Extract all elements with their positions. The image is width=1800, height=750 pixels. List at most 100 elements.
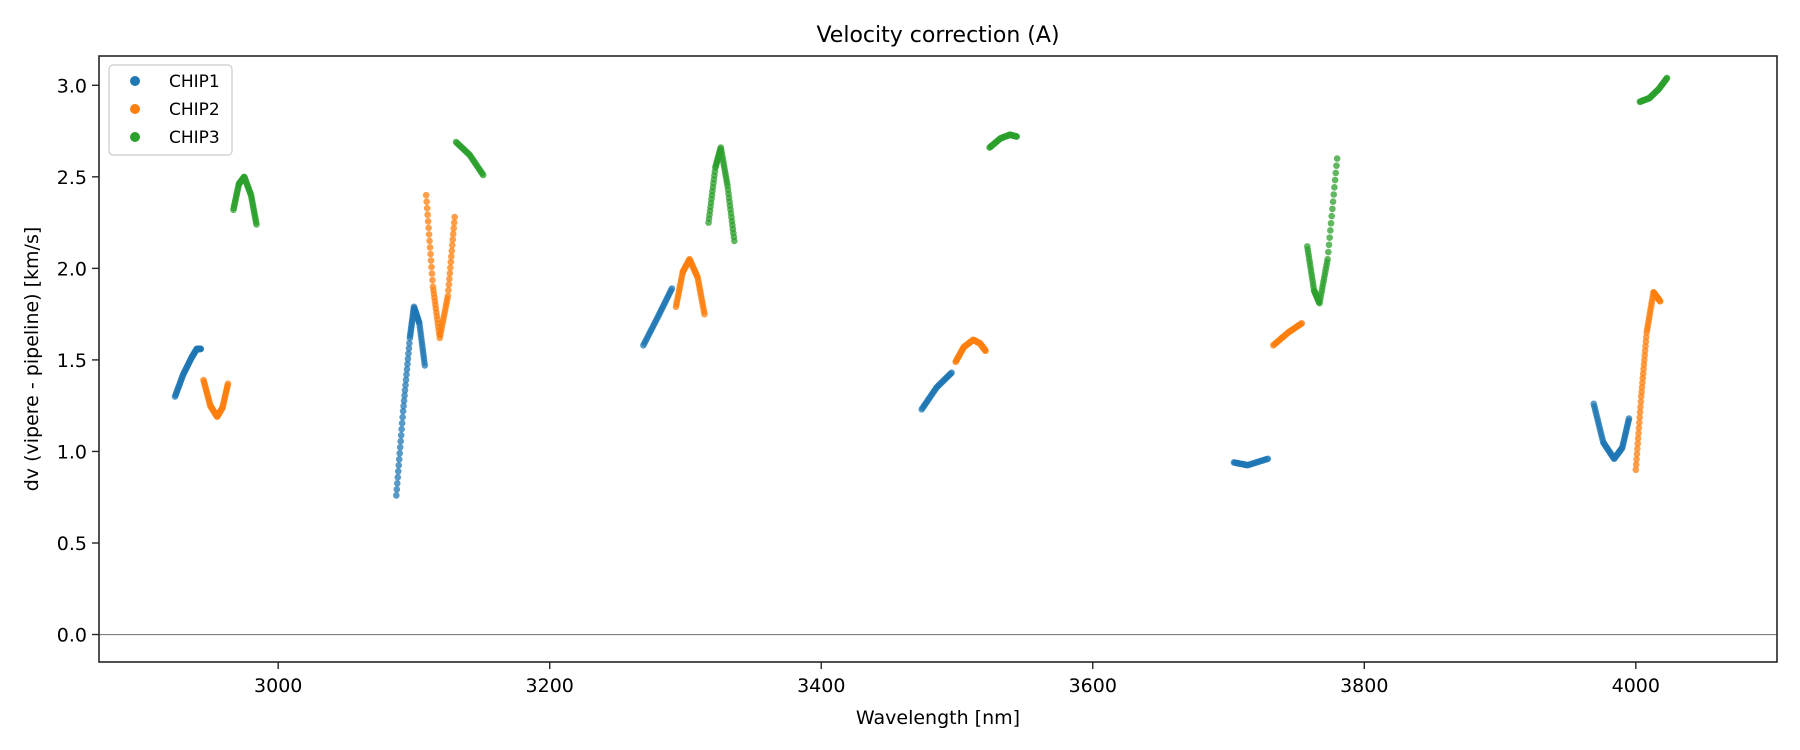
data-point <box>449 230 457 238</box>
y-tick-label: 1.0 <box>57 441 87 463</box>
data-point <box>426 237 433 245</box>
data-point <box>448 247 456 255</box>
data-point <box>424 211 431 219</box>
data-point <box>1636 414 1643 421</box>
data-point <box>425 224 432 232</box>
data-point <box>421 362 429 369</box>
data-point <box>1632 466 1640 474</box>
data-points <box>171 74 1671 499</box>
y-tick-label: 0.5 <box>57 533 87 555</box>
data-point <box>393 480 401 487</box>
data-point <box>1663 74 1671 82</box>
legend-label: CHIP2 <box>169 100 220 120</box>
data-point <box>404 360 411 368</box>
chart-title: Velocity correction (A) <box>816 23 1059 48</box>
data-point <box>402 376 410 384</box>
data-point <box>396 449 404 457</box>
data-point <box>1325 248 1332 256</box>
data-point <box>400 402 407 410</box>
data-point <box>428 263 435 271</box>
data-point <box>451 213 458 221</box>
data-point <box>447 253 455 260</box>
data-point <box>399 407 407 415</box>
x-tick-label: 3000 <box>254 675 302 697</box>
data-point <box>423 204 431 212</box>
data-point <box>394 474 402 481</box>
data-point <box>1637 403 1644 411</box>
legend-marker-chip1 <box>130 76 140 86</box>
series-chip1 <box>171 285 1633 499</box>
x-axis: 3000 3200 3400 3600 3800 4000 <box>254 662 1660 697</box>
y-axis-label: dv (vipere - pipeline) [km/s] <box>21 227 43 492</box>
data-point <box>1330 191 1338 198</box>
y-tick-label: 1.5 <box>57 350 87 372</box>
legend-marker-chip2 <box>130 104 140 114</box>
data-point <box>1625 415 1633 422</box>
data-point <box>429 276 436 284</box>
x-axis-label: Wavelength [nm] <box>856 707 1020 729</box>
x-tick-label: 3600 <box>1069 675 1117 697</box>
data-point <box>1635 429 1642 437</box>
data-point <box>450 225 458 232</box>
x-tick-label: 3800 <box>1340 675 1388 697</box>
data-point <box>397 437 404 445</box>
data-point <box>401 392 408 399</box>
data-point <box>1332 169 1340 177</box>
data-point <box>701 310 708 318</box>
data-point <box>449 236 457 243</box>
data-point <box>1331 183 1338 191</box>
data-point <box>224 380 232 388</box>
legend-marker-chip3 <box>130 132 140 142</box>
data-point <box>668 285 676 292</box>
y-tick-label: 3.0 <box>57 75 87 97</box>
y-axis: 0.0 0.5 1.0 1.5 2.0 2.5 3.0 <box>57 75 99 647</box>
data-point <box>402 381 409 389</box>
x-tick-label: 4000 <box>1612 675 1660 697</box>
data-point <box>1327 219 1335 227</box>
plot-frame <box>98 55 1778 663</box>
data-point <box>1633 456 1640 463</box>
data-point <box>1333 162 1340 170</box>
data-point <box>423 198 430 205</box>
data-point <box>1632 461 1640 468</box>
y-tick-label: 2.5 <box>57 167 87 189</box>
data-point <box>1634 440 1642 447</box>
series-chip3 <box>230 74 1671 307</box>
data-point <box>398 419 406 427</box>
data-point <box>450 219 458 227</box>
data-point <box>1013 133 1021 140</box>
data-point <box>1327 227 1334 234</box>
data-point <box>197 345 205 353</box>
data-point <box>427 257 435 264</box>
data-point <box>445 281 453 288</box>
data-point <box>425 231 433 238</box>
data-point <box>394 468 402 475</box>
data-point <box>948 369 955 377</box>
data-point <box>1331 176 1339 184</box>
data-point <box>398 425 405 433</box>
data-point <box>395 456 403 463</box>
x-tick-label: 3200 <box>526 675 574 697</box>
legend: CHIP1 CHIP2 CHIP3 <box>108 64 233 156</box>
data-point <box>1633 450 1641 458</box>
legend-label: CHIP1 <box>169 72 220 92</box>
data-point <box>395 462 403 469</box>
data-point <box>405 345 413 352</box>
data-point <box>1635 424 1643 432</box>
data-point <box>427 250 434 258</box>
x-tick-label: 3400 <box>797 675 845 697</box>
data-point <box>1326 234 1333 241</box>
data-point <box>1637 398 1645 406</box>
data-point <box>1636 419 1643 426</box>
data-point <box>400 397 408 405</box>
data-point <box>447 258 455 266</box>
data-point <box>428 270 436 277</box>
y-tick-label: 0.0 <box>57 625 87 647</box>
data-point <box>422 191 430 199</box>
series-chip2 <box>200 191 1664 474</box>
data-point <box>1264 455 1272 463</box>
data-point <box>1298 319 1306 327</box>
data-point <box>731 237 738 245</box>
data-point <box>1634 435 1642 442</box>
